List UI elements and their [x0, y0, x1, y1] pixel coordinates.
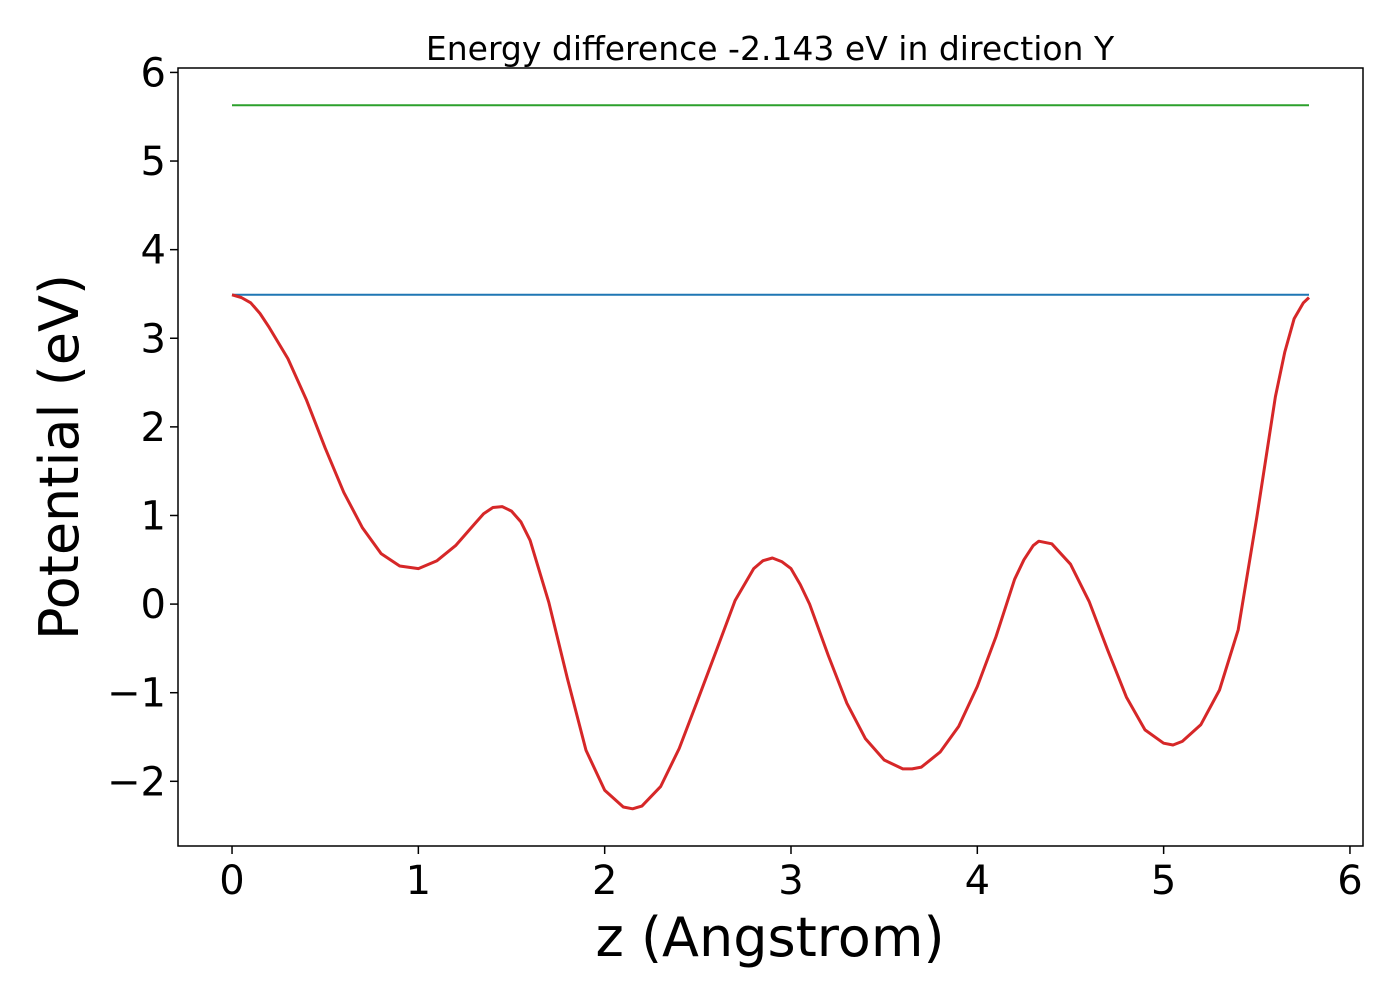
y-tick-label: 0 — [141, 582, 166, 628]
x-axis-label: z (Angstrom) — [595, 906, 944, 969]
y-tick-label: −1 — [107, 671, 166, 717]
y-axis-ticks: −2 −1 0 1 2 3 4 5 6 — [107, 50, 178, 805]
plot-area — [177, 67, 1364, 847]
y-tick-label: 3 — [141, 316, 166, 362]
y-tick-label: −2 — [107, 759, 166, 805]
y-tick-label: 6 — [141, 50, 166, 96]
x-axis-ticks: 0 1 2 3 4 5 6 — [219, 846, 1363, 904]
x-tick-label: 6 — [1337, 858, 1362, 904]
x-tick-label: 0 — [219, 858, 244, 904]
series-layer — [231, 104, 1311, 811]
y-tick-label: 4 — [141, 228, 166, 274]
x-tick-label: 3 — [778, 858, 803, 904]
x-tick-label: 5 — [1151, 858, 1176, 904]
x-tick-label: 2 — [592, 858, 617, 904]
x-tick-label: 4 — [965, 858, 990, 904]
series-line-3 — [231, 293, 1311, 811]
y-axis-label: Potential (eV) — [28, 274, 91, 640]
y-tick-label: 5 — [141, 139, 166, 185]
chart-title: Energy difference -2.143 eV in direction… — [426, 29, 1115, 68]
y-tick-label: 1 — [141, 493, 166, 539]
x-tick-label: 1 — [406, 858, 431, 904]
y-tick-label: 2 — [141, 405, 166, 451]
